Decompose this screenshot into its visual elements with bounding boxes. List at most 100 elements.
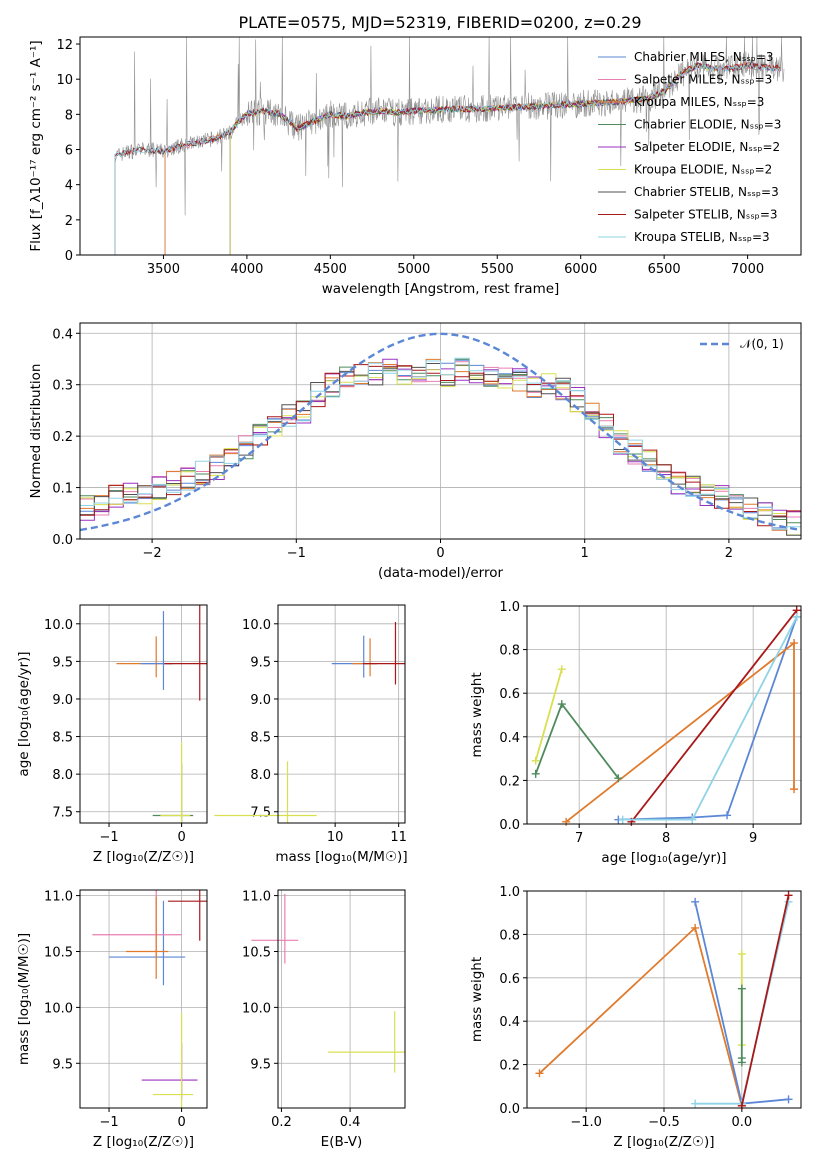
y-tick-label: 0.0 <box>499 1102 520 1117</box>
y-tick-label: 8.0 <box>52 768 73 783</box>
marker-plus <box>737 984 746 993</box>
series-line <box>538 926 743 1107</box>
plot-area <box>251 893 405 1073</box>
y-tick-label: 0.4 <box>499 1015 520 1030</box>
legend: Chabrier MILES, Nₛₛₚ=3 Salpeter MILES, Nₛ… <box>598 50 781 244</box>
x-axis-label: (data-model)/error <box>378 565 504 581</box>
model-spectrum-kroupa-elodie <box>229 64 714 255</box>
y-tick-label: 0.4 <box>499 731 520 746</box>
y-tick-label: 10.0 <box>44 1001 73 1016</box>
panel-4: 10 11 7.5 8.0 8.5 9.0 9.5 10.0 mass [log₁₀(M/M☉)… <box>214 604 408 865</box>
y-tick-label: 0.1 <box>52 482 73 497</box>
marker-plus <box>737 949 746 958</box>
series-line <box>622 616 798 821</box>
y-axis-label: age [log₁₀(age/yr)] <box>16 651 32 776</box>
x-tick-label: 2 <box>725 546 733 561</box>
y-axis-label: Normed distribution <box>28 364 44 499</box>
y-tick-label: 2 <box>65 214 73 229</box>
x-axis-label: Z [log₁₀(Z/Z☉)] <box>93 849 194 865</box>
x-tick-label: 1 <box>581 546 589 561</box>
x-axis-label: mass [log₁₀(M/M☉)] <box>275 849 407 865</box>
y-tick-label: 8.5 <box>52 731 73 746</box>
x-axis-label: Z [log₁₀(Z/Z☉)] <box>93 1134 194 1150</box>
marker-plus <box>614 774 623 783</box>
x-tick-label: 3500 <box>147 262 180 277</box>
plot-area <box>116 605 207 823</box>
plot-frame <box>79 36 802 256</box>
x-tick-label: −1 <box>287 546 306 561</box>
y-tick-label: 10.0 <box>44 618 73 633</box>
x-tick-label: 6000 <box>564 262 597 277</box>
y-axis-label: mass [log₁₀(M/M☉)] <box>16 933 32 1065</box>
plot-frame <box>277 889 406 1109</box>
plot-frame <box>79 322 802 540</box>
marker-plus <box>535 1069 544 1078</box>
marker-plus <box>531 756 540 765</box>
marker-plus <box>790 639 799 648</box>
marker-plus <box>737 1054 746 1063</box>
legend-entry: Chabrier MILES, Nₛₛₚ=3 <box>634 50 774 64</box>
y-tick-label: 10.0 <box>242 618 271 633</box>
x-tick-label: 7000 <box>731 262 764 277</box>
y-tick-label: 7.5 <box>250 806 271 821</box>
y-tick-label: 8 <box>65 108 73 123</box>
y-tick-label: 8.5 <box>250 731 271 746</box>
legend-entry: Kroupa STELIB, Nₛₛₚ=3 <box>634 230 770 244</box>
figure-title: PLATE=0575, MJD=52319, FIBERID=0200, z=0… <box>238 13 641 32</box>
plot-area <box>531 606 801 826</box>
legend-entry: Kroupa MILES, Nₛₛₚ=3 <box>634 95 764 109</box>
x-tick-label: 0 <box>177 1115 185 1130</box>
x-tick-label: −1 <box>99 1115 118 1130</box>
plot-area <box>79 332 802 536</box>
series-line <box>618 616 798 821</box>
x-tick-label: 4500 <box>314 262 347 277</box>
y-tick-label: 0.8 <box>499 928 520 943</box>
y-tick-label: 10.5 <box>242 945 271 960</box>
y-tick-label: 1.0 <box>499 885 520 900</box>
legend: 𝒩(0, 1) <box>700 337 784 351</box>
y-tick-label: 0.2 <box>499 1059 520 1074</box>
x-tick-label: 5500 <box>481 262 514 277</box>
marker-plus <box>557 700 566 709</box>
panel-3: −1 0 7.5 8.0 8.5 9.0 9.5 10.0 Z [log₁₀(Z/Z☉)] age… <box>16 604 208 865</box>
marker-plus <box>723 811 732 820</box>
y-tick-label: 9.5 <box>250 1057 271 1072</box>
marker-plus <box>691 1099 700 1108</box>
marker-plus <box>618 815 627 824</box>
panel-1: 3500 4000 4500 5000 5500 6000 6500 7000 0 2 4 6 8 10 1… <box>28 36 802 297</box>
x-tick-label: 0 <box>177 830 185 845</box>
plot-area <box>92 890 207 1108</box>
plot-frame <box>79 604 208 824</box>
legend-entry: Salpeter ELODIE, Nₛₛₚ=2 <box>634 140 780 154</box>
y-tick-label: 0.6 <box>499 972 520 987</box>
x-tick-label: 5000 <box>397 262 430 277</box>
y-tick-label: 4 <box>65 179 73 194</box>
y-axis-label: mass weight <box>469 672 485 757</box>
x-tick-label: 6500 <box>648 262 681 277</box>
y-tick-label: 0.2 <box>52 430 73 445</box>
y-tick-label: 11.0 <box>242 890 271 905</box>
y-tick-label: 9.5 <box>52 655 73 670</box>
marker-plus <box>688 815 697 824</box>
y-tick-label: 9.5 <box>52 1057 73 1072</box>
marker-plus <box>691 923 700 932</box>
plot-frame <box>526 890 802 1109</box>
plot-frame <box>526 605 802 825</box>
x-tick-label: −0.5 <box>648 1115 680 1130</box>
plot-frame <box>277 604 406 824</box>
x-tick-label: 0.2 <box>271 1115 292 1130</box>
marker-plus <box>784 891 793 900</box>
marker-plus <box>790 785 799 794</box>
marker-plus <box>691 897 700 906</box>
x-tick-label: 11 <box>390 830 407 845</box>
x-tick-label: 9 <box>749 831 757 846</box>
x-tick-label: 8 <box>662 831 670 846</box>
y-tick-label: 0.2 <box>499 774 520 789</box>
marker-plus <box>792 612 801 621</box>
x-axis-label: age [log₁₀(age/yr)] <box>601 850 726 866</box>
y-tick-label: 0 <box>65 249 73 264</box>
marker-plus <box>557 665 566 674</box>
y-tick-label: 9.0 <box>250 693 271 708</box>
x-tick-label: −1 <box>99 830 118 845</box>
